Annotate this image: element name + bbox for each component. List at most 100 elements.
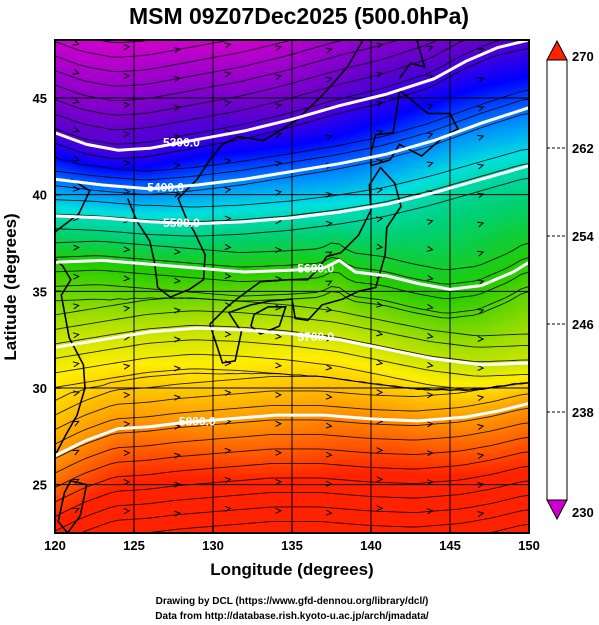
x-tick-label: 145	[439, 538, 461, 553]
height-contour	[55, 40, 529, 152]
wind-arrowhead	[73, 537, 79, 542]
x-tick-label: 120	[44, 538, 66, 553]
colorbar-label: 238	[572, 405, 594, 420]
wind-arrowhead	[123, 421, 131, 428]
height-contour	[55, 326, 529, 367]
wind-arrowhead	[73, 566, 79, 571]
wind-arrowhead	[224, 272, 232, 280]
wind-arrowhead	[123, 102, 131, 109]
coastline	[55, 178, 91, 458]
wind-arrowhead	[426, 132, 434, 139]
wind-arrowhead	[72, 449, 80, 456]
wind-arrowhead	[123, 275, 131, 282]
wind-arrowhead	[477, 482, 485, 489]
y-tick-label: 35	[33, 284, 47, 299]
colorbar: 230 238 246 254 262 270	[546, 39, 594, 521]
wind-arrowhead	[426, 392, 434, 399]
wind-arrowhead	[72, 390, 80, 397]
wind-arrowhead	[224, 331, 232, 338]
wind-arrowhead	[377, 564, 383, 569]
wind-arrowhead	[325, 306, 333, 313]
wind-arrowhead	[275, 189, 283, 196]
contour-label: 5600.0	[297, 262, 334, 276]
wind-arrowhead	[174, 307, 181, 314]
map-plot-area: 5300.0 5400.0 5500.0 5600.0 5700.0 5800.0 120…	[33, 39, 540, 572]
height-contour	[55, 106, 529, 191]
contour-label: 5800.0	[179, 415, 216, 429]
wind-arrowhead	[174, 336, 181, 343]
wind-arrowhead	[426, 219, 434, 225]
wind-arrowhead	[276, 537, 281, 542]
wind-arrowhead	[123, 73, 131, 80]
wind-arrowhead	[427, 538, 433, 543]
wind-arrowhead	[275, 420, 283, 427]
wind-arrowhead	[376, 100, 384, 107]
height-contour	[55, 164, 529, 226]
wind-arrowhead	[174, 277, 181, 284]
credit-data: Data from http://database.rish.kyoto-u.a…	[155, 611, 429, 622]
x-tick-label: 125	[123, 538, 145, 553]
wind-arrowhead	[72, 361, 80, 368]
wind-arrowhead	[426, 161, 434, 168]
wind-arrowhead	[123, 305, 131, 312]
x-tick-label: 150	[518, 538, 540, 553]
colorbar-label: 254	[572, 229, 594, 244]
wind-arrowhead	[426, 332, 434, 339]
wind-arrowhead	[376, 476, 384, 483]
wind-arrowhead	[275, 507, 283, 514]
colorbar-ticks: 230 238 246 254 262 270	[547, 49, 594, 520]
coastline	[398, 40, 426, 80]
wind-arrowhead	[224, 389, 232, 396]
wind-arrowhead	[174, 540, 180, 545]
wind-arrowhead	[426, 245, 434, 252]
wind-arrowhead	[275, 246, 283, 253]
wind-arrowhead	[325, 191, 333, 198]
y-tick-label: 30	[33, 381, 47, 396]
wind-arrowhead	[174, 394, 181, 401]
wind-arrowhead	[426, 303, 434, 310]
streamline	[55, 40, 293, 73]
wind-arrowhead	[73, 244, 80, 251]
wind-arrowhead	[72, 332, 80, 339]
wind-arrowhead	[477, 163, 485, 170]
x-tick-label: 130	[202, 538, 224, 553]
wind-arrowhead	[72, 155, 80, 162]
wind-arrowhead	[376, 216, 384, 223]
wind-arrowhead	[72, 420, 80, 427]
colorbar-gradient	[546, 59, 568, 501]
wind-arrowhead	[173, 76, 181, 83]
wind-arrowhead	[173, 47, 181, 54]
wind-arrowhead	[477, 221, 485, 228]
wind-arrowhead	[477, 192, 485, 199]
y-tick-label: 40	[33, 188, 47, 203]
wind-arrowhead	[477, 250, 485, 257]
wind-arrowhead	[123, 44, 131, 51]
wind-arrowhead	[426, 479, 434, 486]
wind-arrowhead	[174, 452, 181, 459]
wind-arrowhead	[477, 308, 485, 315]
wind-arrowhead	[477, 335, 485, 342]
colorbar-label: 262	[572, 141, 594, 156]
x-tick-label: 140	[360, 538, 382, 553]
wind-arrowhead	[174, 191, 181, 198]
wind-arrowhead	[427, 567, 433, 572]
wind-arrowhead	[275, 362, 283, 369]
wind-arrowhead	[174, 510, 181, 517]
wind-arrowhead	[123, 508, 131, 515]
contour-label: 5500.0	[163, 216, 200, 230]
wind-arrowhead	[325, 76, 333, 83]
wind-arrowhead	[123, 363, 131, 370]
wind-arrowhead	[426, 46, 434, 52]
wind-arrowhead	[325, 134, 333, 141]
coastline	[209, 166, 402, 364]
wind-arrowhead	[376, 301, 384, 308]
credit-drawing: Drawing by DCL (https://www.gfd-dennou.o…	[156, 596, 429, 607]
wind-arrowhead	[376, 187, 384, 194]
wind-arrowhead	[477, 48, 485, 54]
y-axis-title: Latitude (degrees)	[1, 213, 20, 360]
wind-arrowhead	[72, 507, 80, 514]
wind-arrowhead	[72, 126, 80, 133]
wind-arrowhead	[274, 74, 283, 80]
wind-arrowhead	[274, 103, 283, 109]
